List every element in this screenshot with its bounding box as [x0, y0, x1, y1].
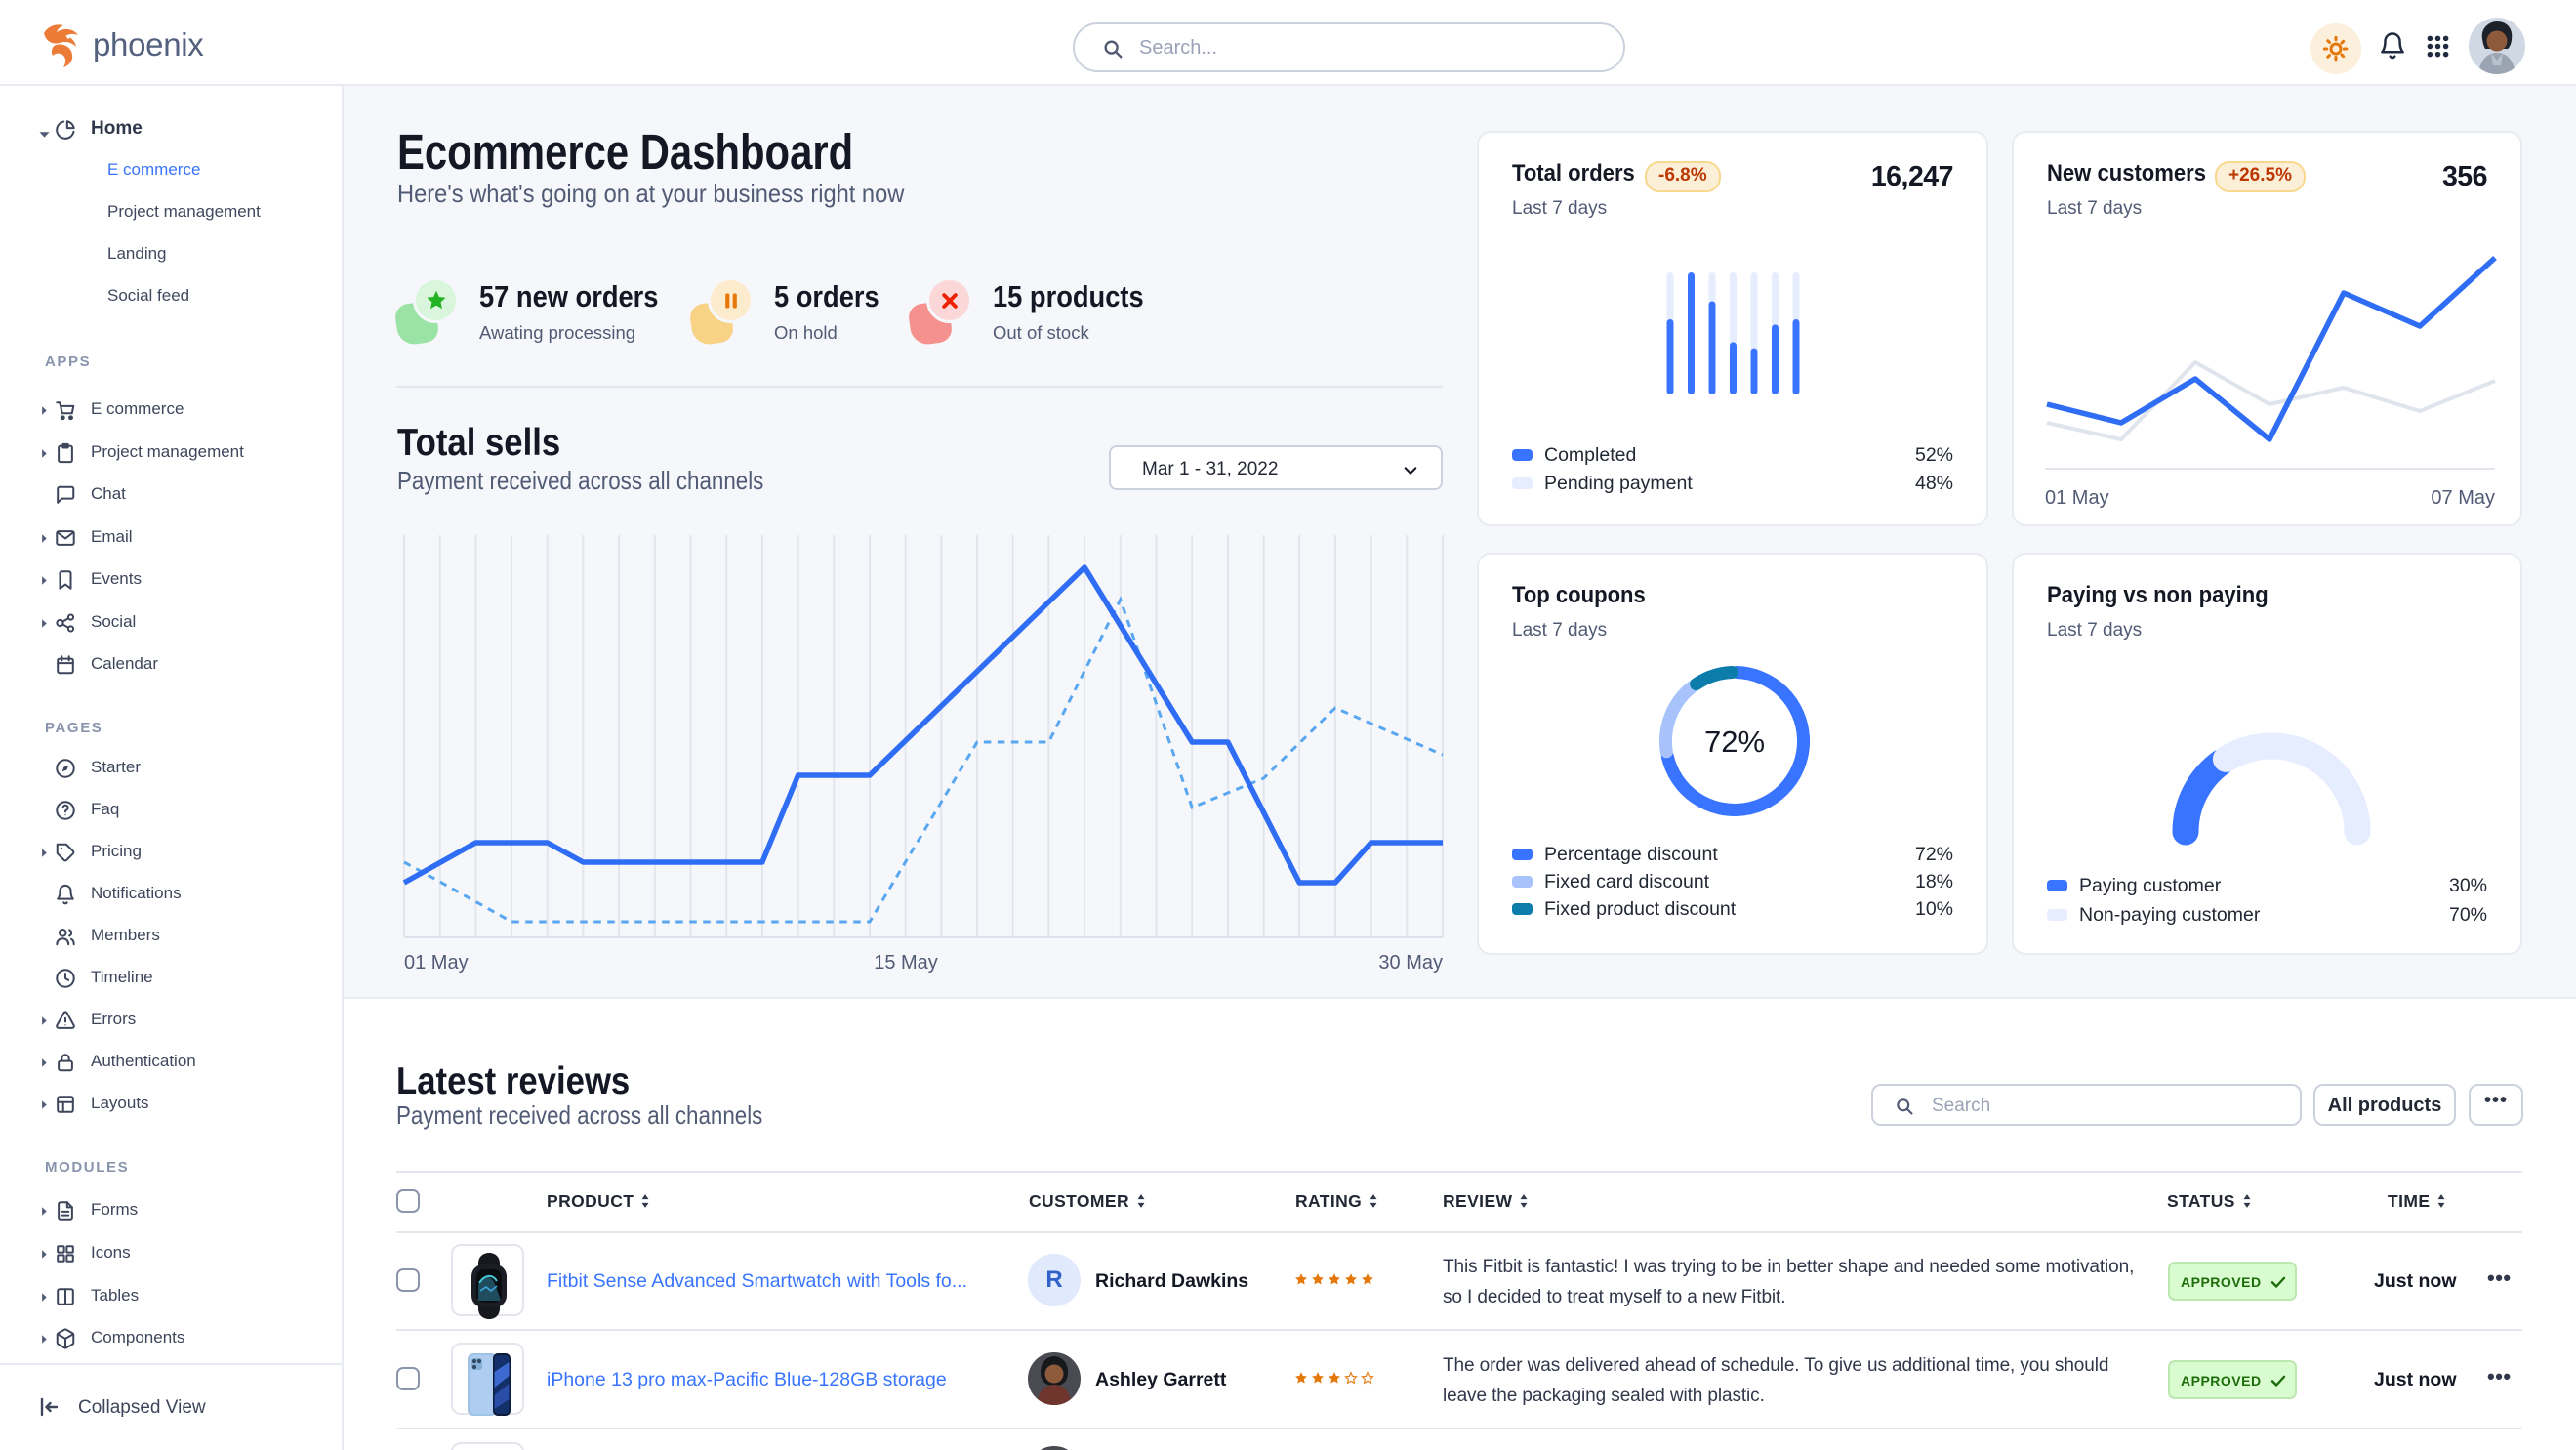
- svg-text:01 May: 01 May: [404, 952, 469, 974]
- svg-text:07 May: 07 May: [2431, 487, 2495, 509]
- svg-text:01 May: 01 May: [2045, 487, 2109, 509]
- svg-text:30 May: 30 May: [1378, 952, 1443, 974]
- svg-text:72%: 72%: [1704, 725, 1765, 759]
- svg-text:15 May: 15 May: [874, 952, 938, 974]
